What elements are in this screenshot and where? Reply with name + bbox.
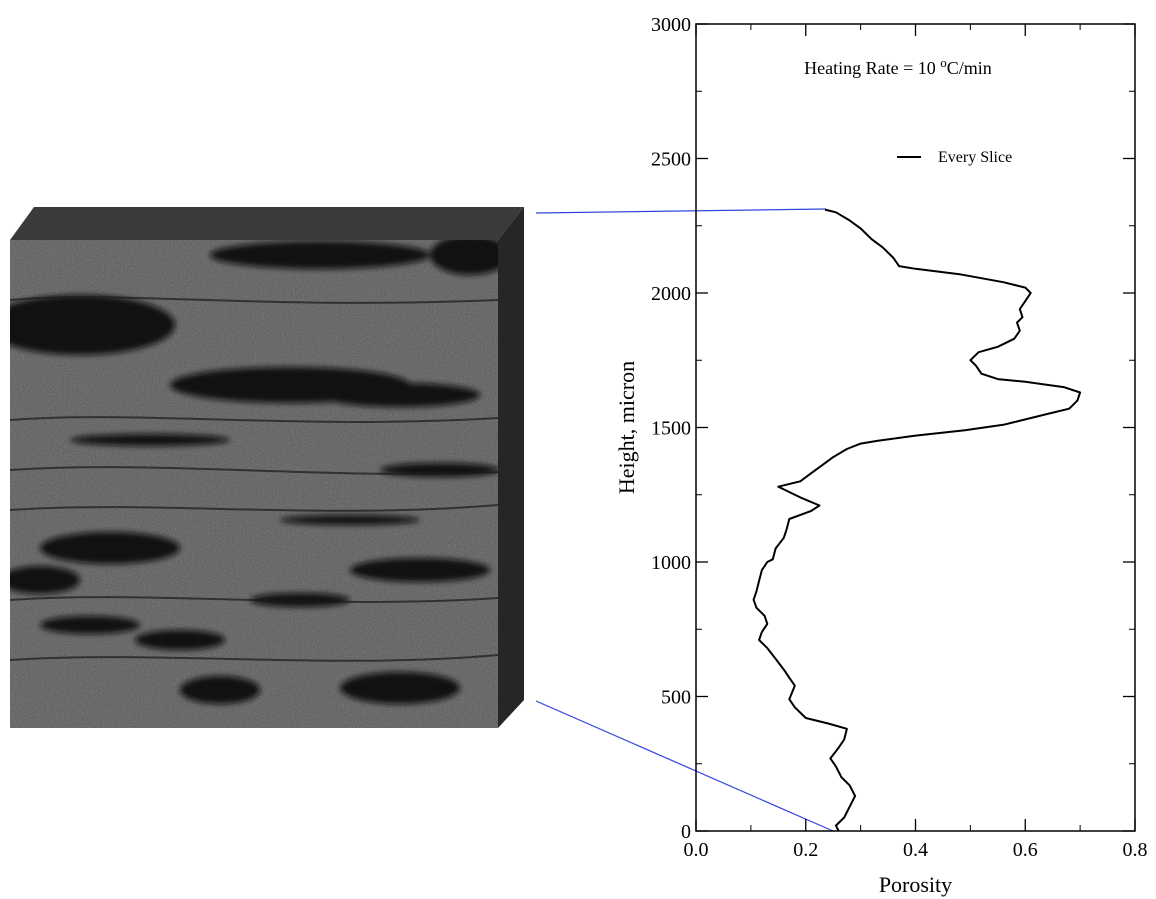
series-line-every-slice [752, 208, 1082, 832]
rock-front-face [10, 240, 498, 728]
y-tick-label: 2000 [651, 283, 691, 305]
plot-area: 0.0 0.2 0.4 0.6 0.8 0 500 1000 1500 2000 2500 3000… [614, 14, 1148, 897]
connector-line-top [535, 208, 827, 214]
annotation-suffix: C/min [947, 58, 992, 78]
x-axis-label: Porosity [879, 872, 952, 897]
y-tick-label: 2500 [651, 149, 691, 171]
x-tick-label: 0.6 [1013, 839, 1038, 861]
annotation-prefix: Heating Rate = 10 [804, 58, 940, 78]
x-tick-label: 0.4 [903, 839, 928, 861]
rock-top-face [10, 207, 524, 240]
legend: Every Slice [897, 149, 1012, 166]
x-axis-ticks: 0.0 0.2 0.4 0.6 0.8 [684, 24, 1148, 861]
legend-label: Every Slice [938, 149, 1012, 166]
y-tick-label: 0 [681, 821, 691, 843]
x-tick-label: 0.0 [684, 839, 709, 861]
rock-sample-image [10, 207, 524, 728]
connector-lines [535, 208, 834, 832]
y-tick-label: 1500 [651, 418, 691, 440]
y-tick-label: 3000 [651, 14, 691, 36]
y-tick-label: 1000 [651, 552, 691, 574]
x-tick-label: 0.2 [793, 839, 818, 861]
series-layer [752, 208, 1082, 832]
annotation-degree: o [940, 55, 947, 70]
heating-rate-annotation: Heating Rate = 10 oC/min [804, 55, 992, 79]
plot-frame [695, 23, 1136, 832]
y-tick-label: 500 [661, 687, 691, 709]
x-tick-label: 0.8 [1123, 839, 1148, 861]
y-axis-ticks: 0 500 1000 1500 2000 2500 3000 [651, 14, 1135, 843]
connector-line-bottom [535, 700, 834, 832]
rock-side-face [498, 207, 524, 728]
y-axis-label: Height, micron [614, 361, 639, 494]
